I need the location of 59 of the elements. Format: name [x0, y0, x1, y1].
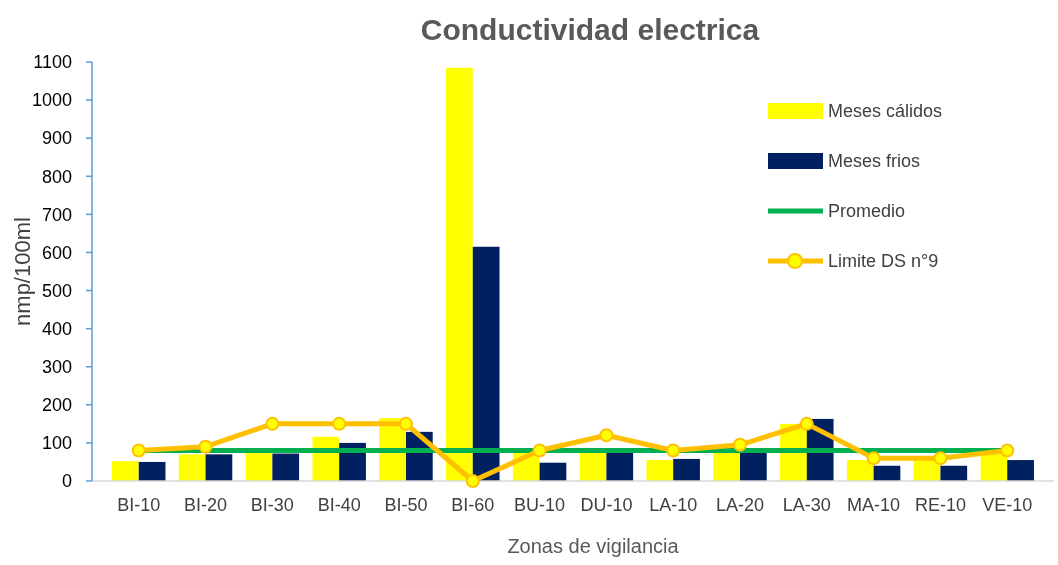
y-tick-label: 1000: [31, 90, 72, 111]
x-tick-label: BI-50: [384, 495, 428, 515]
bar: [539, 462, 567, 481]
bar: [673, 458, 700, 481]
point: [733, 437, 748, 452]
y-tick-label: 100: [41, 433, 72, 454]
y-axis-title: nmp/100ml: [10, 217, 35, 326]
y-tick-label: 200: [41, 395, 72, 416]
x-tick-label: BI-30: [250, 495, 294, 515]
x-tick-label: RE-10: [914, 495, 966, 515]
y-tick-label: 400: [41, 318, 72, 339]
x-tick-label: DU-10: [580, 495, 633, 515]
x-tick-label: BI-10: [117, 495, 161, 515]
y-tick-label: 700: [41, 204, 72, 225]
bar: [1007, 460, 1034, 481]
point: [398, 416, 413, 431]
point: [332, 416, 347, 431]
bar: [205, 454, 233, 481]
x-axis-title: Zonas de vigilancia: [507, 535, 680, 557]
y-tick-label: 300: [41, 357, 72, 378]
x-tick-label: BI-20: [184, 495, 228, 515]
x-tick-label: BI-40: [317, 495, 361, 515]
y-tick-label: 800: [41, 166, 72, 187]
point: [666, 443, 681, 458]
bar: [138, 461, 166, 481]
bar: [472, 246, 500, 481]
point: [131, 443, 146, 458]
x-tick-label: BU-10: [514, 495, 566, 515]
bar: [112, 461, 139, 481]
y-tick-label: 900: [41, 128, 72, 149]
x-tick-label: LA-20: [715, 495, 765, 515]
legend-label: Limite DS n°9: [828, 251, 939, 272]
point: [933, 451, 948, 466]
bar: [606, 450, 634, 481]
bar: [272, 453, 300, 481]
y-tick-label: 0: [61, 471, 72, 492]
point: [599, 428, 614, 443]
bar: [245, 452, 273, 481]
point: [465, 474, 480, 488]
bar: [940, 465, 968, 481]
y-tick-label: 600: [41, 242, 72, 263]
point: [799, 416, 814, 431]
legend-label: Meses cálidos: [828, 101, 943, 122]
x-tick-label: MA-10: [847, 495, 901, 515]
x-tick-label: BI-60: [451, 495, 495, 515]
legend-label: Promedio: [828, 201, 906, 222]
x-tick-label: LA-10: [649, 495, 698, 515]
chart-title: Conductividad electrica: [420, 13, 760, 46]
point: [265, 416, 280, 431]
x-tick-label: VE-10: [982, 495, 1033, 515]
y-tick-label: 1100: [33, 52, 72, 73]
point: [866, 451, 881, 466]
point: [198, 439, 213, 454]
point: [1000, 443, 1015, 458]
legend-label: Meses frios: [828, 151, 921, 172]
y-tick-label: 500: [41, 280, 72, 301]
bar: [740, 450, 767, 481]
point: [532, 443, 547, 458]
x-tick-label: LA-30: [782, 495, 831, 515]
